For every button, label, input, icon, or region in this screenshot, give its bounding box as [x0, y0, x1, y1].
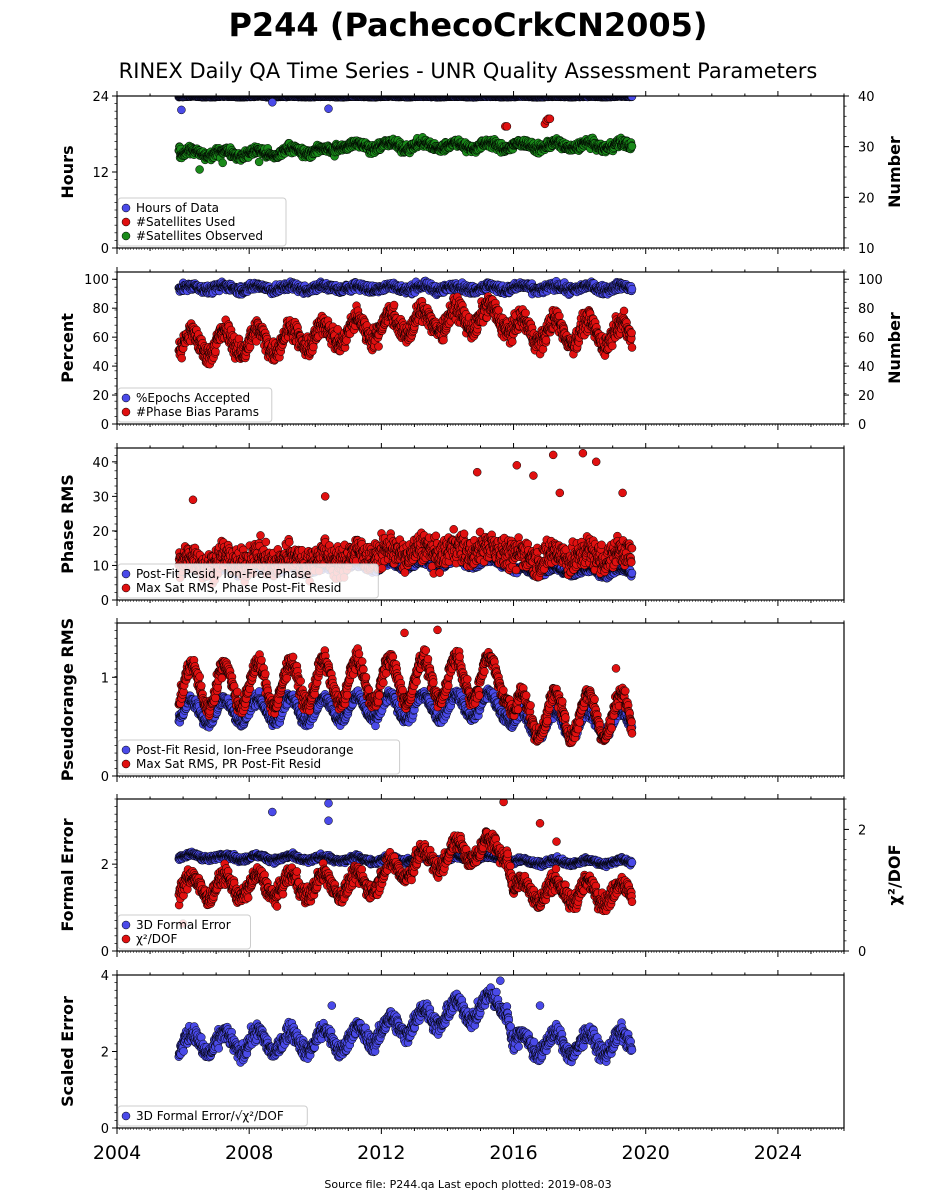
data-point — [254, 157, 264, 167]
data-point — [177, 105, 186, 115]
legend-box — [117, 197, 287, 247]
panel-percent: 020406080100Percent020406080100Number%Ep… — [58, 267, 904, 433]
data-point — [627, 284, 637, 294]
series-percent-0 — [174, 276, 637, 300]
y-tick-label: 24 — [92, 90, 109, 105]
y-tick-label: 0 — [101, 242, 109, 257]
series-hours-2 — [174, 133, 637, 174]
legend-label: Hours of Data — [136, 201, 219, 215]
y-right-tick-label: 30 — [858, 141, 875, 156]
y-right-tick-label: 10 — [858, 242, 875, 257]
data-point — [268, 98, 277, 107]
data-point — [502, 122, 512, 131]
data-point — [545, 114, 555, 124]
data-point — [195, 165, 204, 174]
legend-marker — [121, 217, 131, 227]
series-percent-1 — [174, 292, 637, 369]
y-axis-label: Hours — [58, 145, 77, 198]
legend-marker — [121, 203, 131, 213]
data-points — [174, 276, 637, 369]
y-right-axis-label: Number — [885, 136, 904, 208]
legend-label: #Satellites Used — [136, 215, 235, 229]
legend-label: #Satellites Observed — [136, 229, 263, 243]
data-point — [211, 347, 220, 356]
y-right-tick-label: 40 — [858, 90, 875, 105]
y-right-tick-label: 20 — [858, 191, 875, 206]
data-point — [177, 353, 186, 363]
legend: Hours of Data#Satellites Used#Satellites… — [117, 197, 287, 247]
data-point — [627, 142, 637, 151]
y-tick-label: 12 — [92, 166, 109, 181]
figure-title: P244 (PachecoCrkCN2005) — [228, 6, 707, 44]
figure-subtitle: RINEX Daily QA Time Series - UNR Quality… — [119, 59, 818, 83]
data-points — [174, 96, 637, 174]
data-point — [218, 158, 227, 168]
series-hours-0 — [174, 96, 637, 115]
legend-marker — [121, 231, 131, 241]
data-point — [324, 104, 333, 113]
